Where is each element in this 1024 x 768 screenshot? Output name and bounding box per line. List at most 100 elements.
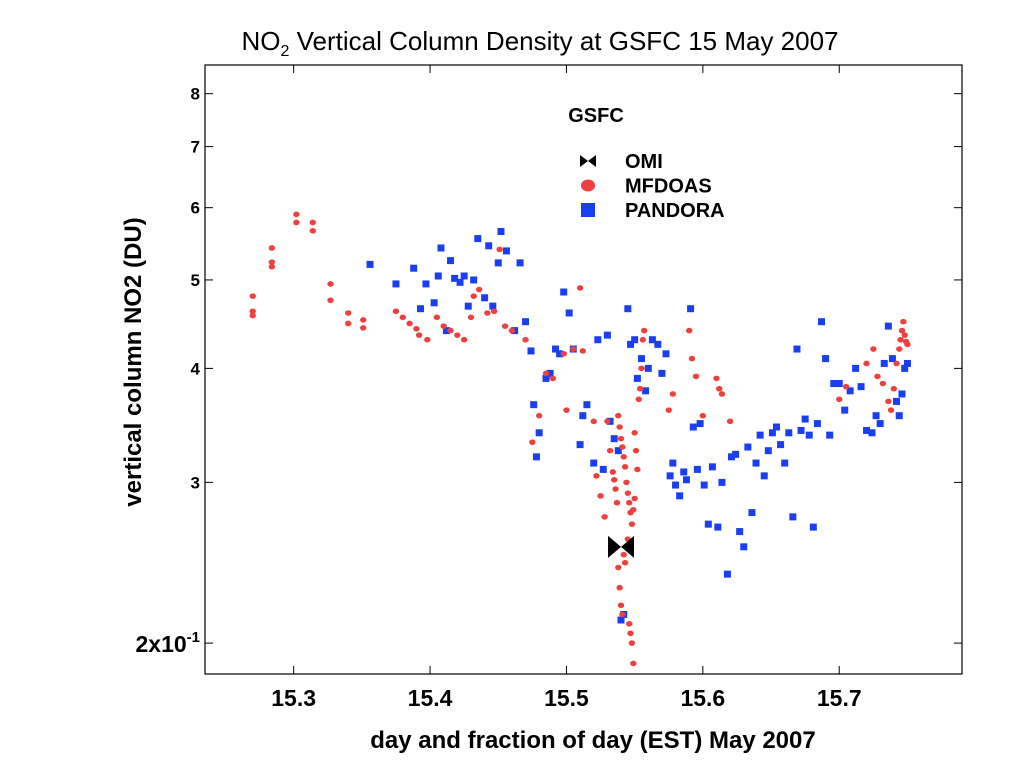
x-tick-label: 15.5	[544, 685, 589, 711]
data-point-mfdoas	[627, 630, 634, 637]
data-point-pandora	[708, 463, 716, 471]
data-point-pandora	[718, 478, 726, 486]
data-point-mfdoas	[686, 327, 693, 334]
data-point-pandora	[631, 336, 639, 344]
data-point-mfdoas	[874, 373, 881, 380]
data-point-mfdoas	[617, 602, 625, 609]
data-point-mfdoas	[467, 314, 475, 321]
data-point-pandora	[456, 278, 464, 286]
data-point-pandora	[704, 520, 712, 528]
data-point-pandora	[642, 387, 650, 395]
data-point-mfdoas	[634, 466, 641, 473]
data-point-pandora	[805, 431, 813, 439]
data-point-mfdoas	[570, 346, 577, 352]
data-point-mfdoas	[635, 396, 642, 403]
data-point-mfdoas	[669, 391, 677, 397]
data-point-pandora	[583, 401, 591, 409]
data-point-mfdoas	[630, 660, 637, 667]
data-point-pandora	[392, 280, 400, 288]
data-point-pandora	[732, 450, 740, 458]
data-point-mfdoas	[268, 263, 276, 270]
data-point-mfdoas	[601, 514, 608, 520]
y-tick-label: 5	[191, 271, 200, 290]
data-point-pandora	[872, 412, 880, 420]
data-point-mfdoas	[327, 281, 334, 287]
data-point-mfdoas	[688, 355, 696, 362]
data-point-pandora	[599, 465, 607, 473]
data-point-mfdoas	[590, 418, 597, 425]
data-point-pandora	[696, 420, 704, 428]
data-point-pandora	[627, 340, 635, 348]
data-point-pandora	[789, 513, 797, 521]
data-point-mfdoas	[620, 551, 627, 558]
x-axis-label: day and fraction of day (EST) May 2007	[370, 727, 815, 754]
data-point-pandora	[451, 274, 459, 282]
data-point-mfdoas	[615, 564, 622, 571]
data-point-pandora	[768, 429, 776, 437]
data-point-mfdoas	[887, 407, 895, 413]
data-point-pandora	[474, 235, 482, 243]
data-point-pandora	[552, 345, 560, 353]
data-point-mfdoas	[484, 310, 491, 316]
data-point-mfdoas	[433, 314, 441, 321]
data-point-pandora	[366, 260, 374, 268]
data-point-pandora	[442, 327, 450, 335]
data-point-pandora	[460, 272, 468, 280]
data-point-mfdoas	[535, 412, 543, 419]
data-point-pandora	[430, 299, 438, 307]
data-point-mfdoas	[628, 640, 636, 646]
data-point-pandora	[748, 509, 756, 517]
series-omi	[608, 535, 635, 558]
data-point-mfdoas	[624, 490, 632, 496]
data-point-mfdoas	[632, 447, 640, 454]
data-point-pandora	[481, 294, 489, 302]
data-point-mfdoas	[496, 246, 503, 253]
data-point-pandora	[785, 429, 793, 437]
data-points	[249, 211, 911, 667]
y-axis-label: vertical column NO2 (DU)	[120, 217, 147, 506]
data-point-pandora	[464, 302, 472, 310]
data-point-mfdoas	[621, 464, 629, 470]
data-point-mfdoas	[309, 219, 316, 226]
data-point-pandora	[648, 336, 656, 344]
data-point-pandora	[682, 476, 690, 484]
data-point-pandora	[516, 259, 524, 267]
data-point-mfdoas	[630, 506, 637, 513]
data-point-mfdoas	[249, 308, 256, 315]
legend-label-pandora: PANDORA	[625, 200, 725, 222]
data-point-mfdoas	[896, 346, 903, 352]
data-point-mfdoas	[392, 308, 400, 315]
data-point-pandora	[835, 380, 843, 388]
data-point-pandora	[669, 459, 677, 467]
data-point-mfdoas	[900, 318, 907, 325]
legend-label-mfdoas: MFDOAS	[625, 176, 712, 198]
data-point-pandora	[614, 447, 622, 455]
data-point-mfdoas	[597, 493, 604, 499]
data-point-mfdoas	[636, 385, 644, 392]
data-point-pandora	[752, 459, 760, 467]
legend-label-omi: OMI	[625, 151, 663, 173]
data-point-pandora	[852, 364, 860, 372]
data-point-mfdoas	[901, 332, 908, 338]
data-point-pandora	[884, 322, 892, 330]
chart-title-sub: 2	[280, 43, 289, 60]
data-point-mfdoas	[268, 245, 276, 251]
data-point-mfdoas	[617, 435, 625, 442]
data-point-pandora	[610, 435, 618, 443]
data-point-pandora	[813, 420, 821, 428]
data-point-pandora	[876, 420, 884, 428]
data-point-pandora	[489, 302, 497, 310]
data-point-pandora	[797, 426, 805, 434]
data-point-pandora	[773, 423, 781, 431]
data-point-mfdoas	[665, 407, 672, 413]
data-point-mfdoas	[413, 326, 420, 332]
data-point-mfdoas	[576, 285, 584, 291]
data-point-mfdoas	[327, 297, 334, 304]
data-point-pandora	[434, 272, 442, 280]
data-point-mfdoas	[293, 211, 300, 218]
data-point-pandora	[590, 459, 598, 467]
data-point-mfdoas	[890, 385, 898, 392]
data-point-pandora	[689, 423, 697, 431]
data-point-pandora	[556, 350, 564, 358]
data-point-mfdoas	[716, 385, 723, 392]
